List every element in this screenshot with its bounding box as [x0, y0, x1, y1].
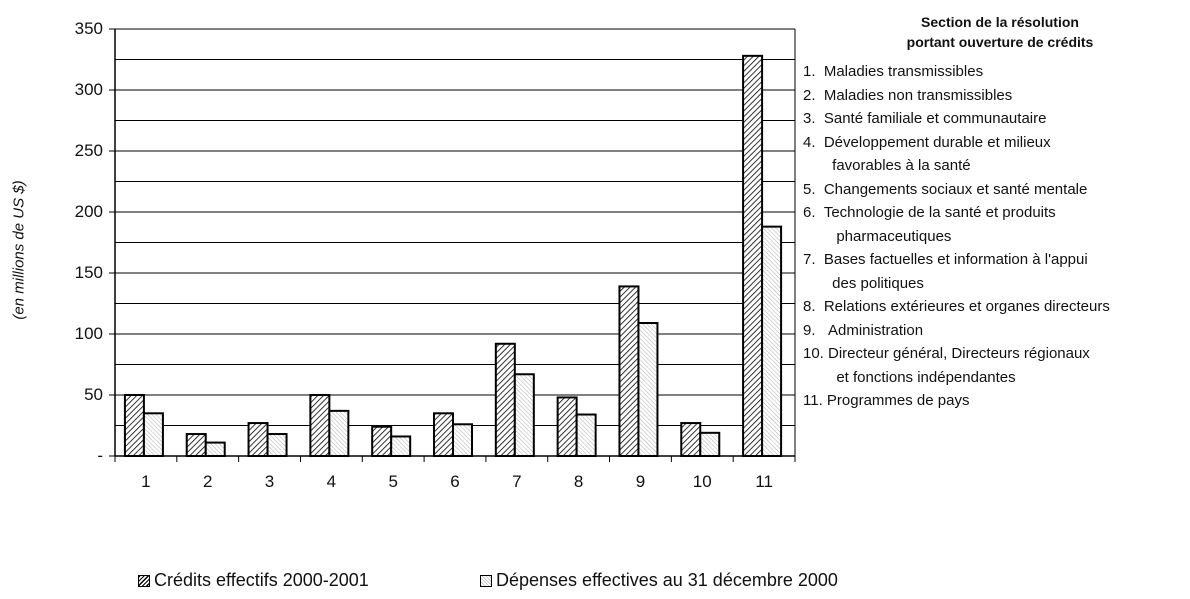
- y-tick-label: 150: [75, 263, 103, 282]
- y-tick-label: 350: [75, 19, 103, 38]
- bar-chart: - 50 100 150 200 250 300 350 1 2 3 4 5 6 7 8 9 10 11: [75, 19, 796, 491]
- x-tick-label: 9: [636, 472, 645, 491]
- section-list-item: 1. Maladies transmissibles: [803, 63, 984, 80]
- bar-depenses: [575, 413, 597, 457]
- y-axis-label-wrap: (en millions de US $): [4, 120, 34, 380]
- bar-depenses: [204, 441, 226, 457]
- bar-depenses: [328, 409, 350, 457]
- legend-label-depenses: Dépenses effectives au 31 décembre 2000: [496, 570, 838, 590]
- bar-credits: [494, 342, 516, 458]
- section-list-item: 11. Programmes de pays: [803, 392, 970, 409]
- bar-credits: [123, 394, 145, 457]
- x-tick-label: 8: [574, 472, 583, 491]
- legend-label-credits: Crédits effectifs 2000-2001: [154, 570, 369, 590]
- x-tick-label: 2: [203, 472, 212, 491]
- section-list-item: 5. Changements sociaux et santé mentale: [803, 180, 1088, 198]
- section-list-item: 2. Maladies non transmissibles: [803, 86, 1013, 104]
- x-tick-label: 11: [755, 472, 773, 491]
- legend-swatch-credits: [138, 574, 150, 587]
- bar-depenses: [390, 435, 412, 458]
- y-tick-label: 300: [75, 80, 103, 99]
- bar-credits: [618, 285, 640, 458]
- x-tick-label: 4: [327, 472, 336, 491]
- section-list-item: 8. Relations extérieures et organes dire…: [803, 298, 1110, 315]
- bar-depenses: [637, 322, 659, 457]
- bar-credits: [185, 433, 207, 458]
- section-list-item: 7. Bases factuelles et information à l'a…: [803, 251, 1088, 268]
- y-tick-label: 100: [75, 324, 103, 343]
- bar-depenses: [699, 431, 721, 458]
- side-panel-title-line2: portant ouverture de crédits: [906, 34, 1094, 50]
- section-list-item: et fonctions indépendantes: [803, 368, 1016, 386]
- section-list-item: 3. Santé familiale et communautaire: [803, 110, 1047, 127]
- bar-depenses: [266, 433, 288, 458]
- y-tick-label: 200: [75, 202, 103, 221]
- x-tick-label: 1: [141, 472, 150, 491]
- axes: - 50 100 150 200 250 300 350 1 2 3 4 5 6 7 8 9 10 11: [75, 19, 796, 491]
- section-list-item: favorables à la santé: [803, 157, 971, 174]
- legend-swatch-depenses: [480, 574, 492, 587]
- legend-item-credits: Crédits effectifs 2000-2001: [138, 570, 369, 591]
- bars: [123, 54, 783, 458]
- legend-item-depenses: Dépenses effectives au 31 décembre 2000: [480, 570, 838, 591]
- bar-credits: [433, 412, 454, 457]
- x-tick-label: 6: [450, 472, 459, 491]
- bar-depenses: [513, 373, 535, 458]
- y-tick-label: -: [97, 446, 103, 465]
- x-tick-label: 5: [388, 472, 397, 491]
- bar-credits: [742, 54, 764, 458]
- section-list-item: 6. Technologie de la santé et produits: [803, 204, 1056, 221]
- y-tick-label: 250: [75, 141, 103, 160]
- section-list-item: 9. Administration: [803, 321, 924, 339]
- x-tick-label: 10: [693, 472, 712, 491]
- section-list-item: pharmaceutiques: [803, 227, 952, 245]
- y-tick-label: 50: [84, 385, 103, 404]
- side-panel-title-line1: Section de la résolution: [921, 14, 1079, 30]
- gridlines: [115, 28, 796, 456]
- bar-credits: [680, 422, 702, 457]
- bar-credits: [247, 422, 269, 457]
- x-tick-label: 3: [265, 472, 274, 491]
- side-panel-title: Section de la résolution portant ouvertu…: [850, 12, 1150, 52]
- y-axis-label: (en millions de US $): [10, 180, 28, 320]
- x-tick-label: 7: [512, 472, 521, 491]
- section-list-item: 10. Directeur général, Directeurs région…: [803, 345, 1090, 362]
- bar-depenses: [452, 423, 473, 457]
- section-list-item: des politiques: [803, 274, 924, 292]
- bar-credits: [556, 396, 578, 458]
- section-list: 1. Maladies transmissibles 2. Maladies no…: [803, 60, 1110, 413]
- bar-depenses: [761, 225, 783, 457]
- section-list-item: 4. Développement durable et milieux: [803, 133, 1051, 151]
- bar-credits: [371, 425, 393, 458]
- bar-depenses: [142, 412, 164, 457]
- bar-credits: [309, 394, 331, 457]
